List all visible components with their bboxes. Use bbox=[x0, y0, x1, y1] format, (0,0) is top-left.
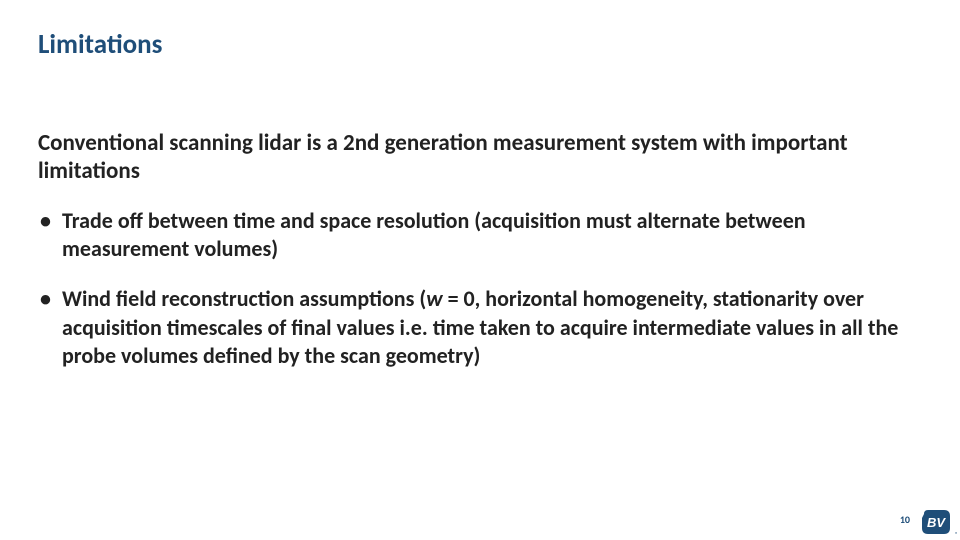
slide-subtitle: Conventional scanning lidar is a 2nd gen… bbox=[38, 129, 922, 185]
bullet-list: Trade off between time and space resolut… bbox=[38, 207, 922, 370]
company-logo-icon: BV bbox=[922, 510, 950, 534]
registered-mark: ® bbox=[955, 530, 958, 538]
bullet-item: Wind field reconstruction assumptions (w… bbox=[38, 285, 922, 369]
bullet-item: Trade off between time and space resolut… bbox=[38, 207, 922, 263]
bullet-text: Trade off between time and space resolut… bbox=[62, 207, 806, 262]
bullet-text-prefix: Wind field reconstruction assumptions ( bbox=[62, 285, 426, 312]
slide: Limitations Conventional scanning lidar … bbox=[0, 0, 960, 540]
slide-title: Limitations bbox=[38, 28, 922, 61]
svg-text:BV: BV bbox=[927, 515, 946, 530]
bullet-italic: w bbox=[426, 285, 442, 312]
page-number: 10 bbox=[900, 513, 910, 526]
